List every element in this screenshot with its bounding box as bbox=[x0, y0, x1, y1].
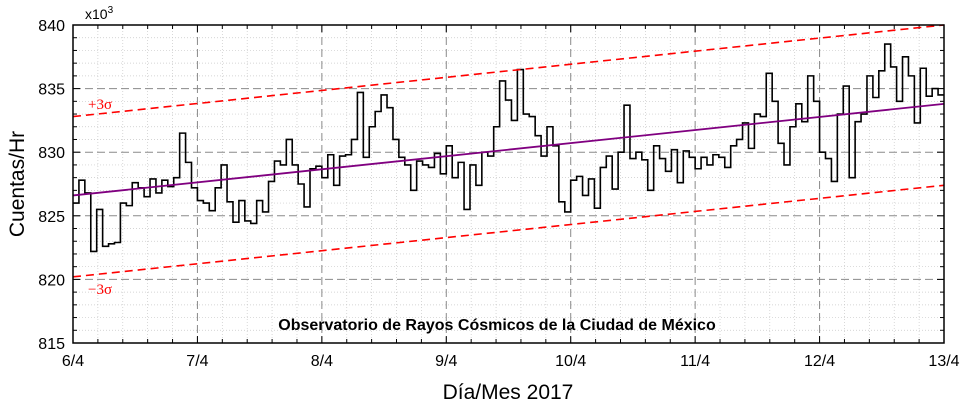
y-tick-label: 825 bbox=[38, 209, 65, 226]
x-tick-labels: 6/4 7/4 8/4 9/4 10/4 11/4 12/4 13/4 bbox=[62, 353, 960, 370]
x-tick-label: 12/4 bbox=[804, 353, 835, 370]
observatory-annotation: Observatorio de Rayos Cósmicos de la Ciu… bbox=[278, 317, 716, 334]
lower-sigma-label: −3σ bbox=[88, 282, 112, 298]
y-tick-labels: 815 820 825 830 835 840 bbox=[38, 18, 65, 353]
x-tick-label: 8/4 bbox=[311, 353, 333, 370]
x-axis-title: Día/Mes 2017 bbox=[443, 381, 574, 404]
minor-grid bbox=[73, 25, 944, 343]
upper-sigma-label: +3σ bbox=[88, 97, 112, 113]
x-tick-label: 13/4 bbox=[928, 353, 959, 370]
y-tick-label: 840 bbox=[38, 18, 65, 35]
x-tick-label: 10/4 bbox=[555, 353, 586, 370]
x-tick-label: 11/4 bbox=[680, 353, 710, 370]
lower-3sigma-line bbox=[72, 184, 945, 278]
y-axis-title: Cuentas/Hr bbox=[6, 131, 29, 237]
x-tick-label: 9/4 bbox=[435, 353, 457, 370]
y-tick-label: 820 bbox=[38, 272, 65, 289]
x-tick-label: 6/4 bbox=[62, 353, 84, 370]
y-multiplier: x103 bbox=[85, 5, 114, 22]
count-rate-series bbox=[73, 43, 944, 253]
y-tick-label: 830 bbox=[38, 145, 65, 162]
upper-3sigma-line bbox=[72, 24, 945, 118]
plot-frame bbox=[72, 24, 945, 344]
trend-line bbox=[72, 102, 945, 197]
x-tick-label: 7/4 bbox=[186, 353, 208, 370]
series-layer bbox=[72, 24, 945, 278]
major-grid bbox=[73, 25, 944, 343]
plot-area bbox=[73, 25, 944, 343]
y-tick-label: 815 bbox=[38, 336, 65, 353]
y-tick-label: 835 bbox=[38, 82, 65, 99]
